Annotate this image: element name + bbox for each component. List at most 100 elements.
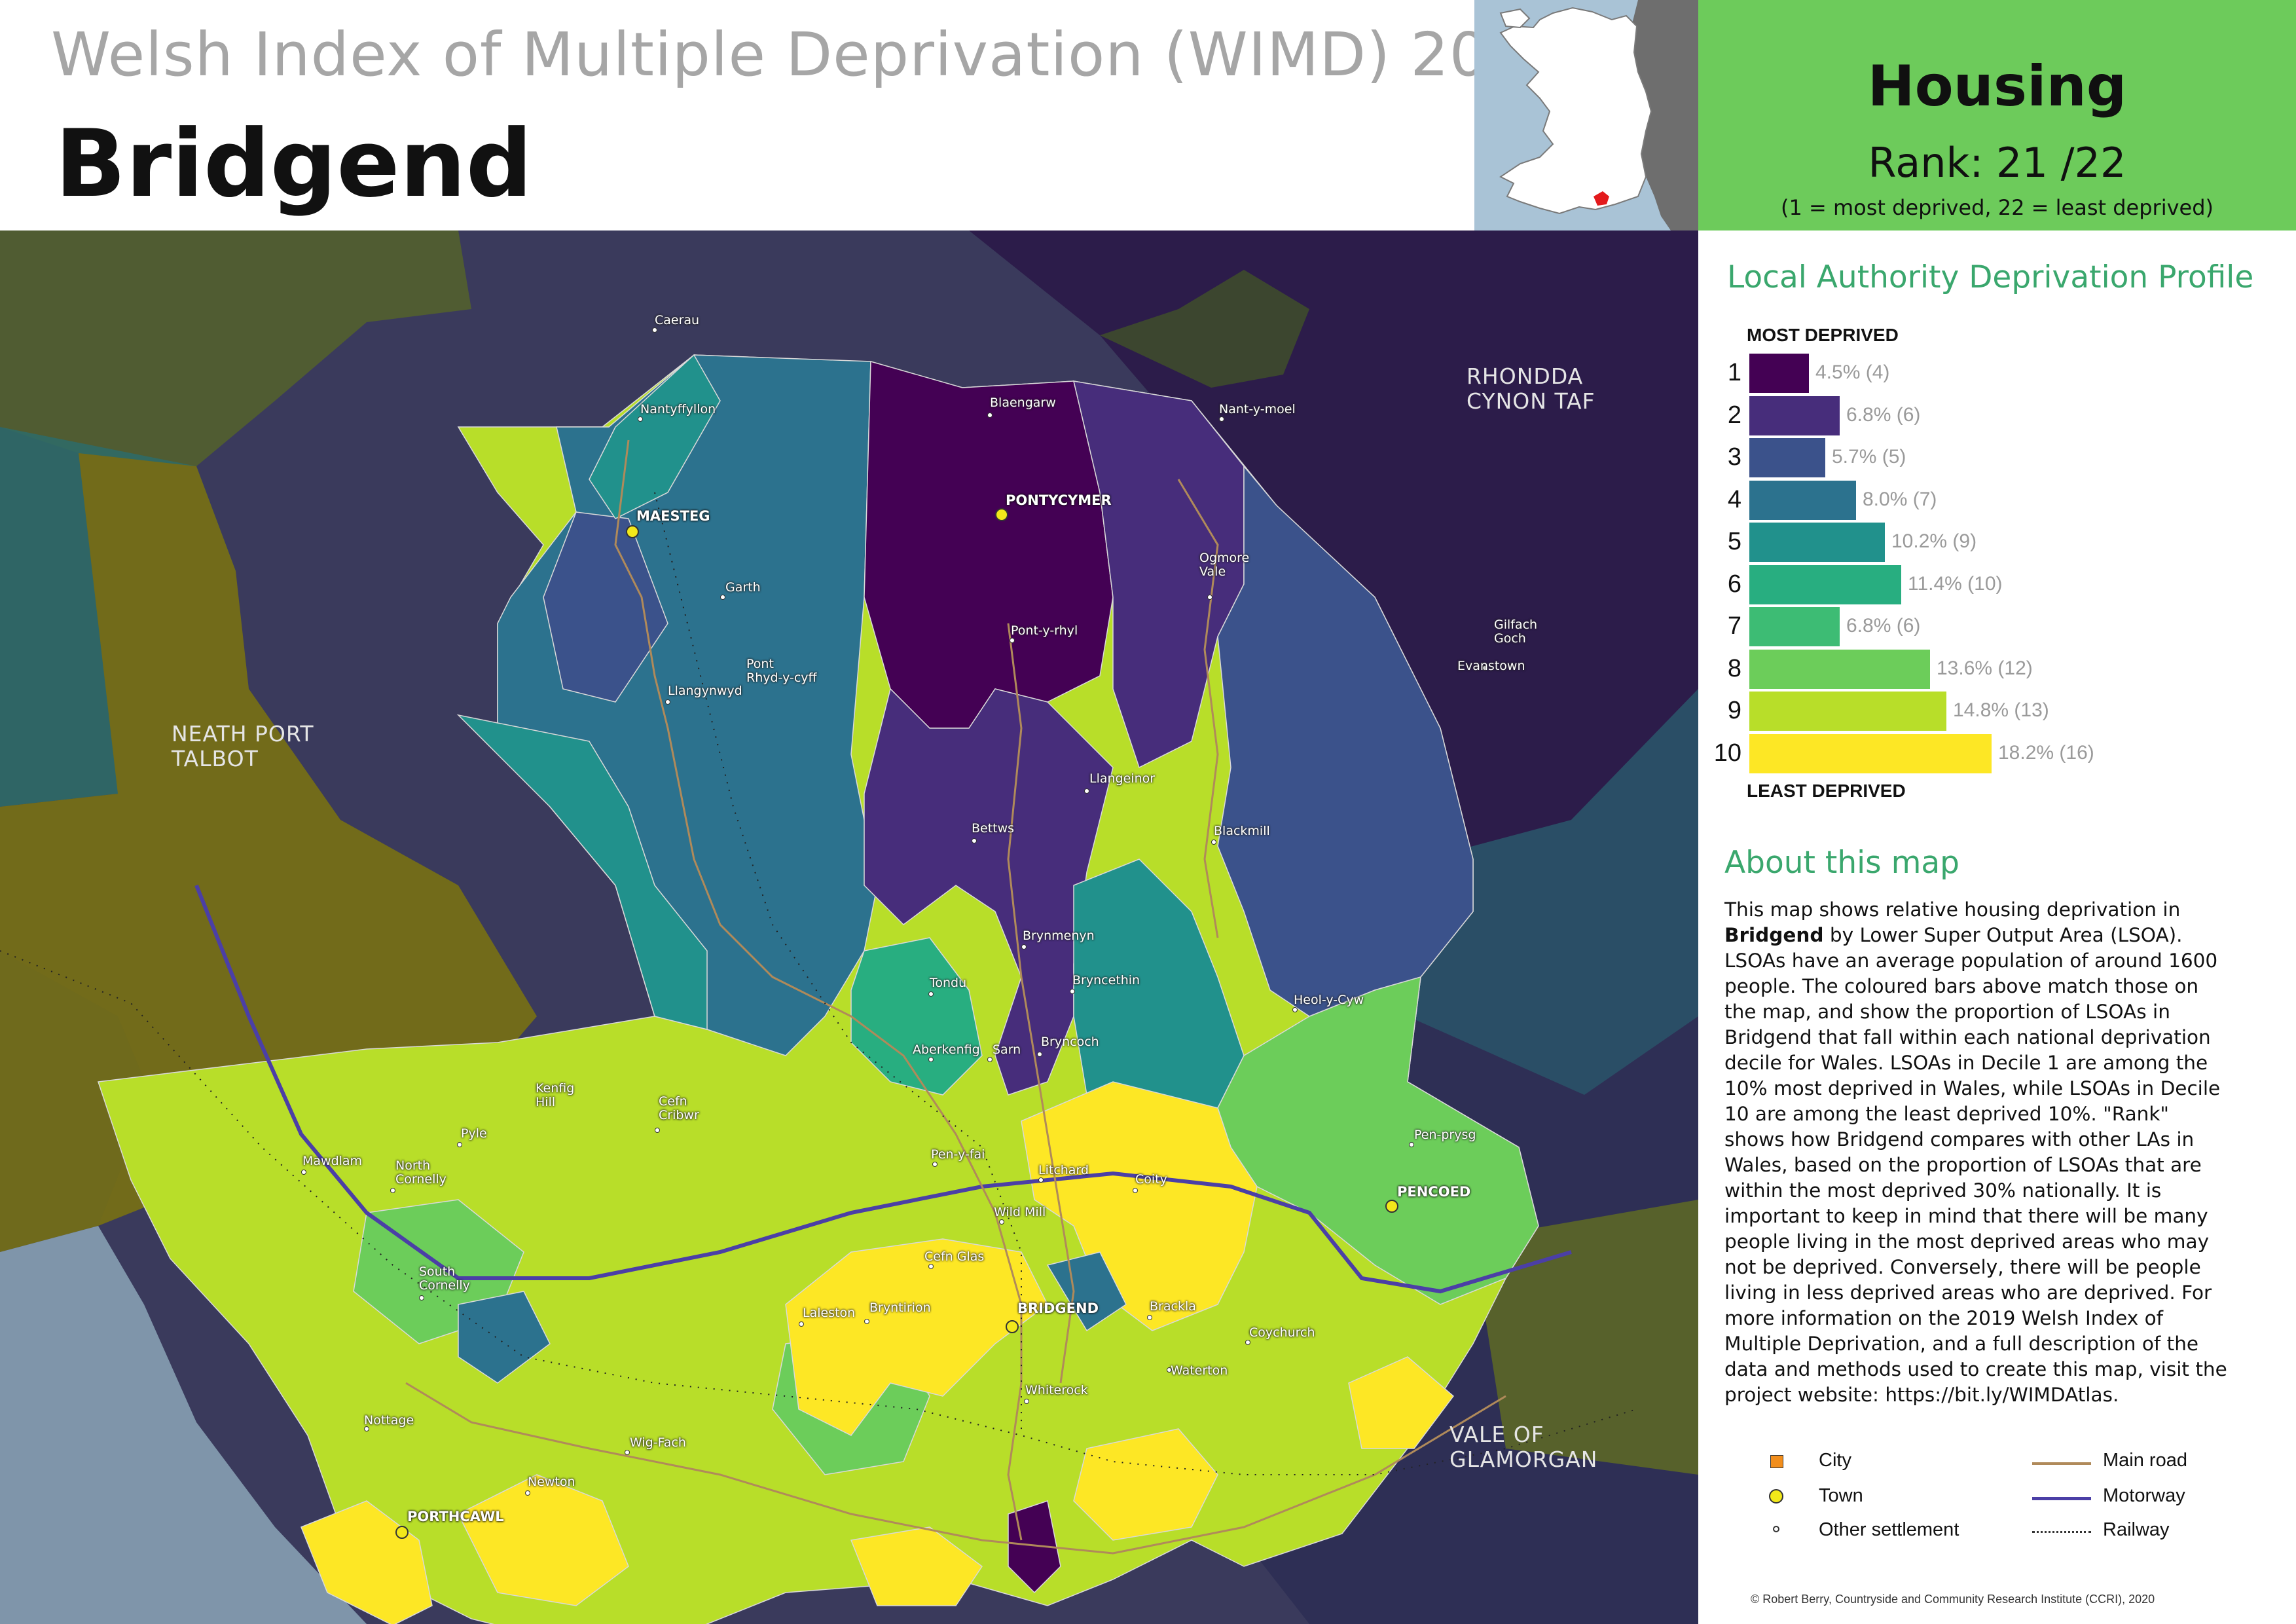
settlement-label-wig-fach: Wig-Fach [630, 1435, 686, 1450]
map-panel[interactable]: RHONDDA CYNON TAF NEATH PORT TALBOT VALE… [0, 231, 1698, 1624]
decile-bar-label: 18.2% (16) [1998, 741, 2094, 764]
settlement-marker-wig-fach[interactable] [625, 1450, 630, 1455]
settlement-marker-brynmenyn[interactable] [1021, 944, 1027, 950]
town-marker-pontycymer[interactable] [995, 508, 1008, 521]
town-marker-pencoed[interactable] [1385, 1200, 1398, 1213]
settlement-label-south-cornelly: South Cornelly [419, 1264, 470, 1293]
region-label-npt-line2: TALBOT [172, 746, 259, 771]
settlement-marker-llangynwyd[interactable] [665, 699, 670, 705]
decile-number: 8 [1727, 654, 1741, 682]
decile-bar [1749, 733, 1992, 773]
settlement-marker-north-cornelly[interactable] [390, 1188, 395, 1193]
decile-bar-row: 8 13.6% (12) [1698, 649, 2296, 689]
settlement-label-pont-y-rhyl: Pont-y-rhyl [1011, 623, 1078, 638]
settlement-label-pen-prysg: Pen-prysg [1414, 1128, 1476, 1142]
decile-number: 2 [1727, 401, 1741, 429]
decile-number: 7 [1727, 612, 1741, 640]
decile-bar-row: 5 10.2% (9) [1698, 523, 2296, 562]
decile-bar-row: 9 14.8% (13) [1698, 692, 2296, 731]
settlement-label-llangynwyd: Llangynwyd [668, 684, 742, 698]
settlement-marker-south-cornelly[interactable] [419, 1295, 424, 1301]
settlement-marker-whiterock[interactable] [1024, 1399, 1029, 1404]
settlement-marker-newton[interactable] [525, 1490, 530, 1496]
settlement-label-ogmore-vale: Ogmore Vale [1199, 551, 1250, 579]
town-label-maesteg: MAESTEG [636, 508, 710, 524]
decile-bar [1749, 607, 1840, 646]
decile-number: 10 [1713, 739, 1741, 767]
settlement-marker-pyle[interactable] [457, 1142, 462, 1147]
town-marker-bridgend[interactable] [1006, 1320, 1019, 1333]
settlement-marker-tondu[interactable] [928, 991, 934, 997]
settlement-marker-aberkenfig[interactable] [928, 1057, 934, 1062]
settlement-label-bryncethin: Bryncethin [1072, 973, 1140, 987]
settlement-marker-ogmore-vale[interactable] [1207, 595, 1212, 600]
settlement-marker-llangeinor[interactable] [1084, 788, 1089, 794]
settlement-marker-cefn-cribwr[interactable] [655, 1128, 660, 1133]
settlement-marker-mawdlam[interactable] [301, 1170, 306, 1175]
decile-bar [1749, 396, 1840, 435]
settlement-marker-garth[interactable] [720, 595, 725, 600]
settlement-marker-nantyffyllon[interactable] [638, 416, 643, 422]
settlement-symbol-icon [1773, 1526, 1779, 1532]
settlement-marker-caerau[interactable] [652, 327, 657, 333]
settlement-marker-pen-y-fai[interactable] [932, 1162, 938, 1167]
settlement-marker-laleston[interactable] [799, 1321, 804, 1327]
region-label-vog-line1: VALE OF [1449, 1422, 1544, 1447]
settlement-marker-bryncoch[interactable] [1037, 1052, 1042, 1057]
settlement-marker-bettws[interactable] [972, 838, 977, 843]
settlement-label-wild-mill: Wild Mill [994, 1205, 1046, 1219]
about-heading: About this map [1724, 845, 1960, 881]
least-deprived-label: LEAST DEPRIVED [1747, 781, 1906, 801]
settlement-marker-coity[interactable] [1133, 1188, 1138, 1193]
map-legend: City Town Other settlement Main road Mot… [1698, 1441, 2296, 1545]
region-label-npt-line1: NEATH PORT [172, 721, 314, 747]
settlement-marker-blackmill[interactable] [1211, 840, 1216, 845]
decile-number: 3 [1727, 443, 1741, 471]
settlement-label-blackmill: Blackmill [1214, 824, 1270, 838]
settlement-marker-litchard[interactable] [1038, 1177, 1044, 1183]
settlement-marker-wild-mill[interactable] [999, 1219, 1004, 1225]
most-deprived-label: MOST DEPRIVED [1747, 325, 1899, 345]
motorway-symbol-icon [2032, 1497, 2091, 1500]
domain-rank-box: Housing Rank: 21 /22 (1 = most deprived,… [1698, 0, 2296, 231]
settlement-marker-coychurch[interactable] [1245, 1340, 1250, 1345]
settlement-label-blaengarw: Blaengarw [990, 396, 1056, 410]
decile-bar [1749, 523, 1885, 562]
settlement-label-litchard: Litchard [1038, 1163, 1089, 1177]
decile-bar-row: 1 4.5% (4) [1698, 354, 2296, 393]
settlement-marker-heol-y-cyw[interactable] [1292, 1007, 1298, 1012]
decile-bar-row: 10 18.2% (16) [1698, 733, 2296, 773]
settlement-label-nantyffyllon: Nantyffyllon [640, 402, 716, 416]
settlement-label-pont-rhyd: Pont Rhyd-y-cyff [746, 657, 817, 685]
settlement-label-newton: Newton [528, 1475, 575, 1489]
town-label-bridgend: BRIDGEND [1017, 1301, 1099, 1316]
decile-bar-row: 6 11.4% (10) [1698, 564, 2296, 604]
settlement-marker-nottage[interactable] [364, 1426, 369, 1431]
town-marker-maesteg[interactable] [626, 525, 639, 538]
town-marker-porthcawl[interactable] [395, 1526, 409, 1539]
settlement-marker-pont-y-rhyl[interactable] [1010, 638, 1015, 643]
decile-bar [1749, 480, 1856, 520]
settlement-marker-bryncethin[interactable] [1070, 989, 1075, 994]
settlement-label-heol-y-cyw: Heol-y-Cyw [1294, 993, 1364, 1007]
settlement-marker-brackla[interactable] [1147, 1315, 1152, 1320]
decile-bar-label: 10.2% (9) [1891, 530, 1977, 552]
region-label-npt: NEATH PORT TALBOT [172, 722, 314, 771]
decile-bar [1749, 564, 1901, 604]
settlement-marker-nant-y-moel[interactable] [1219, 416, 1224, 422]
settlement-marker-bryntirion[interactable] [864, 1319, 869, 1324]
settlement-marker-cefn-glas[interactable] [928, 1264, 934, 1269]
region-label-rct-line2: CYNON TAF [1467, 388, 1595, 414]
settlement-label-coychurch: Coychurch [1249, 1325, 1315, 1340]
decile-bar-row: 2 6.8% (6) [1698, 396, 2296, 435]
settlement-marker-evanstown[interactable] [1482, 665, 1487, 671]
settlement-label-evanstown: Evanstown [1457, 659, 1525, 673]
settlement-marker-sarn[interactable] [987, 1057, 993, 1062]
settlement-marker-pen-prysg[interactable] [1409, 1142, 1414, 1147]
settlement-label-nottage: Nottage [364, 1413, 414, 1428]
settlement-label-kenfig-hill: Kenfig Hill [536, 1081, 575, 1109]
settlement-marker-waterton[interactable] [1167, 1367, 1172, 1373]
settlement-label-bettws: Bettws [972, 821, 1015, 836]
settlement-marker-blaengarw[interactable] [987, 413, 993, 418]
settlement-label-brynmenyn: Brynmenyn [1023, 929, 1095, 943]
